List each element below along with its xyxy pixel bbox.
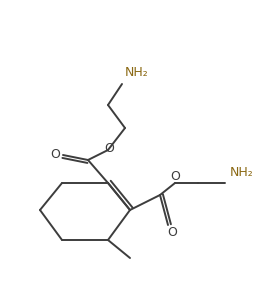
Text: O: O [170, 170, 180, 183]
Text: O: O [167, 226, 177, 240]
Text: NH₂: NH₂ [230, 166, 254, 179]
Text: O: O [50, 147, 60, 160]
Text: O: O [104, 143, 114, 156]
Text: NH₂: NH₂ [125, 65, 149, 79]
